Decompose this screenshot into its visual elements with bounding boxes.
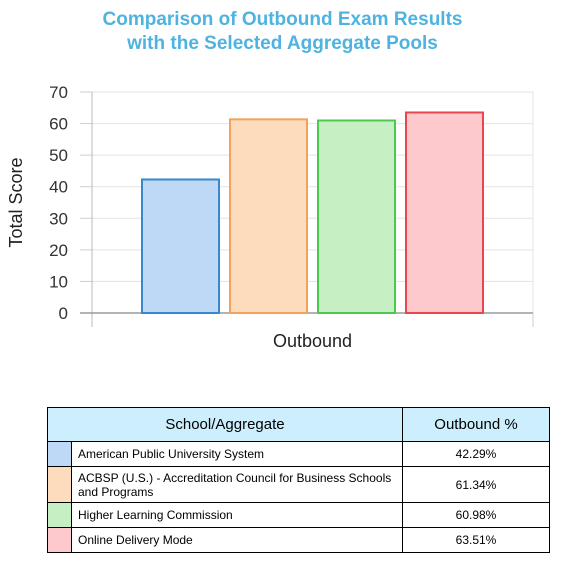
bar bbox=[141, 178, 220, 314]
legend-swatch bbox=[47, 527, 72, 553]
y-tick-labels: 0 10 20 30 40 50 60 70 bbox=[49, 83, 68, 323]
y-tick-label: 70 bbox=[49, 83, 68, 102]
bar bbox=[317, 119, 396, 314]
legend-swatch bbox=[47, 502, 72, 528]
table-header-row: School/Aggregate Outbound % bbox=[47, 407, 550, 442]
chart-bars bbox=[141, 111, 484, 315]
y-tick-label: 20 bbox=[49, 241, 68, 260]
bar-chart: 0 10 20 30 40 50 60 70 Total Score Outbound bbox=[6, 83, 534, 351]
header-school-aggregate: School/Aggregate bbox=[47, 407, 403, 442]
row-outbound-pct: 63.51% bbox=[402, 527, 550, 553]
bar bbox=[405, 111, 484, 315]
y-axis-label: Total Score bbox=[6, 157, 26, 247]
chart-title: Comparison of Outbound Exam Results with… bbox=[0, 8, 565, 56]
y-tick-label: 0 bbox=[59, 304, 68, 323]
row-outbound-pct: 42.29% bbox=[402, 441, 550, 467]
legend-swatch bbox=[47, 441, 72, 467]
chart-title-line-1: Comparison of Outbound Exam Results bbox=[102, 9, 463, 30]
table-row: Higher Learning Commission 60.98% bbox=[47, 502, 550, 528]
table-row: Online Delivery Mode 63.51% bbox=[47, 527, 550, 553]
row-outbound-pct: 60.98% bbox=[402, 502, 550, 528]
table-body: American Public University System 42.29% A… bbox=[47, 441, 550, 553]
bar bbox=[229, 118, 308, 315]
x-axis-label: Outbound bbox=[273, 331, 352, 351]
y-tick-label: 60 bbox=[49, 115, 68, 134]
legend-swatch bbox=[47, 466, 72, 503]
chart-title-line-2: with the Selected Aggregate Pools bbox=[127, 33, 438, 54]
row-school-name: ACBSP (U.S.) - Accreditation Council for… bbox=[71, 466, 403, 503]
row-school-name: Higher Learning Commission bbox=[71, 502, 403, 528]
y-tick-label: 50 bbox=[49, 146, 68, 165]
row-outbound-pct: 61.34% bbox=[402, 466, 550, 503]
y-tick-label: 10 bbox=[49, 272, 68, 291]
table-row: ACBSP (U.S.) - Accreditation Council for… bbox=[47, 466, 550, 503]
y-tick-label: 30 bbox=[49, 209, 68, 228]
results-table: School/Aggregate Outbound % American Pub… bbox=[47, 407, 550, 553]
row-school-name: American Public University System bbox=[71, 441, 403, 467]
header-outbound-pct: Outbound % bbox=[402, 407, 550, 442]
y-tick-label: 40 bbox=[49, 178, 68, 197]
table-row: American Public University System 42.29% bbox=[47, 441, 550, 467]
row-school-name: Online Delivery Mode bbox=[71, 527, 403, 553]
